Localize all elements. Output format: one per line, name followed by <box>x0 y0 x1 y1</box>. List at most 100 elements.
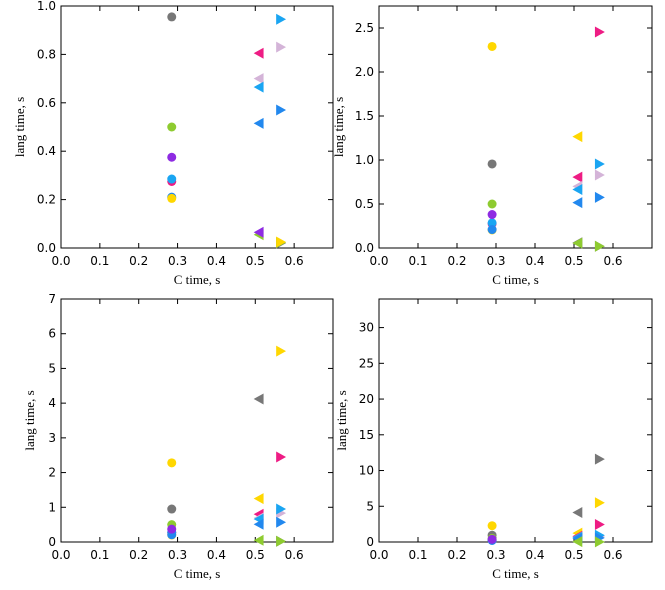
scatter-point-dodgerblue <box>487 225 497 235</box>
y-tick-label: 1 <box>48 500 56 514</box>
chart-panel-4: 0.0 0.1 0.2 0.3 0.4 0.5 0.6 0 5 10 15 20 25 30 C time,… <box>334 298 653 581</box>
plot-frame <box>60 298 334 543</box>
scatter-point-deepskyblue <box>253 81 264 93</box>
scatter-point-pink <box>253 47 264 59</box>
scatter-point-dodgerblue <box>253 518 264 530</box>
y-tick-label: 20 <box>359 392 374 406</box>
y-tick-label: 0.6 <box>37 96 56 110</box>
y-tick-label: 15 <box>359 428 374 442</box>
scatter-point-dodgerblue <box>276 104 287 116</box>
y-tick-label: 0 <box>366 535 374 549</box>
scatter-point-gold <box>167 193 177 203</box>
plot-frame <box>60 5 334 249</box>
y-tick-label: 10 <box>359 464 374 478</box>
scatter-point-purple <box>487 210 497 220</box>
x-tick-label: 0.5 <box>246 548 265 562</box>
y-axis-label: lang time, s <box>22 390 37 450</box>
y-tick-label: 5 <box>48 361 56 375</box>
scatter-point-purple <box>167 524 177 534</box>
x-axis-label: C time, s <box>492 272 539 287</box>
x-tick-label: 0.5 <box>246 254 265 268</box>
y-tick-label: 30 <box>359 321 374 335</box>
y-tick-label: 1.0 <box>37 0 56 13</box>
scatter-point-gray <box>167 504 177 514</box>
y-tick-label: 2.0 <box>355 65 374 79</box>
scatter-point-pink <box>594 518 605 530</box>
x-tick-label: 0.3 <box>486 254 505 268</box>
scatter-point-deepskyblue <box>572 183 583 195</box>
y-axis-label: lang time, s <box>12 97 27 157</box>
scatter-point-dodgerblue <box>276 516 287 528</box>
scatter-point-yellowgreen <box>594 240 605 252</box>
scatter-point-yellowgreen <box>276 535 287 547</box>
x-axis-label: C time, s <box>174 566 221 581</box>
x-tick-label: 0.1 <box>90 254 109 268</box>
scatter-point-gold <box>487 41 497 51</box>
scatter-point-dodgerblue <box>572 197 583 209</box>
y-tick-label: 6 <box>48 327 56 341</box>
y-tick-label: 0.0 <box>37 241 56 255</box>
x-tick-label: 0.0 <box>369 548 388 562</box>
x-tick-label: 0.2 <box>447 548 466 562</box>
scatter-point-pink <box>594 26 605 38</box>
scatter-point-gray <box>253 393 264 405</box>
y-tick-label: 0.8 <box>37 47 56 61</box>
x-tick-label: 0.4 <box>525 254 544 268</box>
scatter-point-yellowgreen <box>487 199 497 209</box>
x-tick-label: 0.1 <box>408 548 427 562</box>
scatter-point-gray <box>487 159 497 169</box>
scatter-point-purple <box>167 152 177 162</box>
x-tick-label: 0.0 <box>369 254 388 268</box>
x-tick-label: 0.2 <box>129 548 148 562</box>
scatter-point-gold <box>276 236 287 248</box>
scatter-point-deepskyblue <box>487 218 497 228</box>
y-tick-label: 2 <box>48 466 56 480</box>
scatter-point-yellowgreen <box>253 534 264 546</box>
x-tick-label: 0.1 <box>408 254 427 268</box>
y-tick-label: 7 <box>48 292 56 306</box>
y-axis-label: lang time, s <box>334 390 349 450</box>
x-tick-label: 0.5 <box>564 254 583 268</box>
scatter-point-gold <box>253 493 264 505</box>
scatter-point-gray <box>167 12 177 22</box>
chart-panel-3: 0.0 0.1 0.2 0.3 0.4 0.5 0.6 0 1 2 3 4 5 6 7 C time, s la… <box>22 292 334 581</box>
plot-frame <box>378 298 653 543</box>
chart-panel-2: 0.0 0.1 0.2 0.3 0.4 0.5 0.6 0.0 0.5 1.0 1.5 2.0 2.5 C… <box>331 5 653 287</box>
x-axis-label: C time, s <box>492 566 539 581</box>
x-tick-label: 0.1 <box>90 548 109 562</box>
scatter-point-gold <box>572 131 583 143</box>
y-tick-label: 3 <box>48 431 56 445</box>
y-tick-label: 0 <box>48 535 56 549</box>
x-tick-label: 0.4 <box>525 548 544 562</box>
scatter-point-gray <box>572 507 583 519</box>
y-tick-label: 0.4 <box>37 144 56 158</box>
x-tick-label: 0.4 <box>207 254 226 268</box>
x-tick-label: 0.2 <box>129 254 148 268</box>
y-axis-label: lang time, s <box>331 97 346 157</box>
y-tick-label: 1.0 <box>355 153 374 167</box>
scatter-point-deepskyblue <box>276 13 287 25</box>
scatter-point-gold <box>276 345 287 357</box>
scatter-point-thistle <box>594 169 605 181</box>
scatter-point-yellowgreen <box>572 536 583 548</box>
x-axis-label: C time, s <box>174 272 221 287</box>
x-tick-label: 0.6 <box>285 254 304 268</box>
x-tick-label: 0.2 <box>447 254 466 268</box>
x-tick-label: 0.3 <box>168 254 187 268</box>
scatter-point-pink <box>276 451 287 463</box>
scatter-point-purple <box>487 534 497 544</box>
scatter-point-dodgerblue <box>594 191 605 203</box>
scatter-point-thistle <box>276 41 287 53</box>
x-tick-label: 0.5 <box>564 548 583 562</box>
y-tick-label: 0.0 <box>355 241 374 255</box>
chart-panel-1: 0.0 0.1 0.2 0.3 0.4 0.5 0.6 0.0 0.2 0.4 0.6 0.8 1.0 C… <box>12 0 334 287</box>
x-tick-label: 0.3 <box>168 548 187 562</box>
scatter-point-purple <box>253 226 264 238</box>
scatter-point-deepskyblue <box>594 158 605 170</box>
y-tick-label: 25 <box>359 356 374 370</box>
scatter-point-gold <box>594 497 605 509</box>
scatter-point-yellowgreen <box>572 237 583 249</box>
x-tick-label: 0.4 <box>207 548 226 562</box>
plot-frame <box>378 5 653 249</box>
